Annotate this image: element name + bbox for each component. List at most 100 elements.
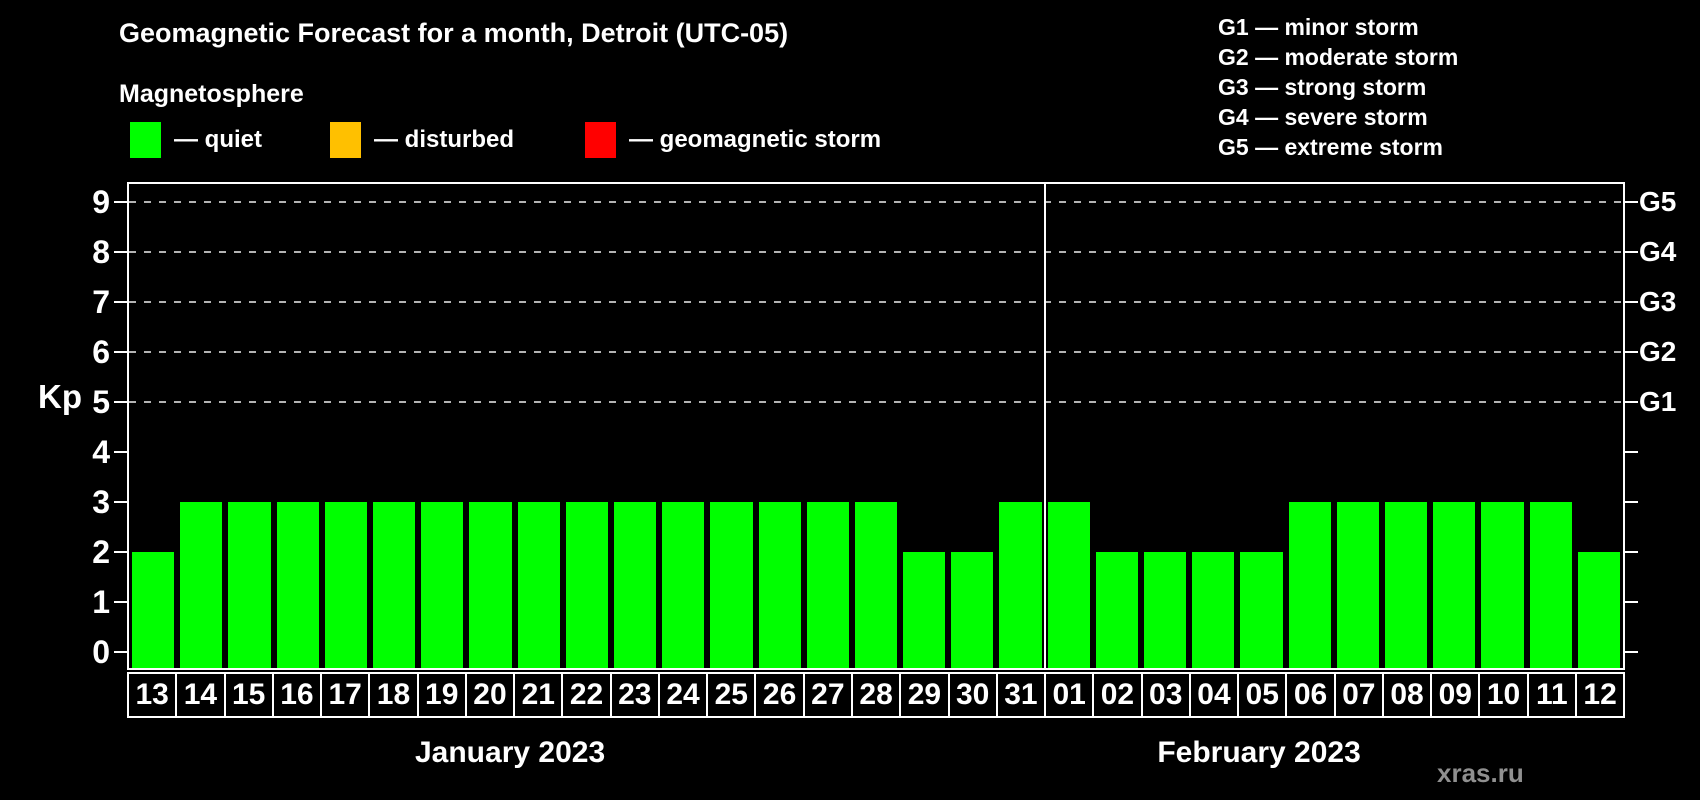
kp-bar-day-28 [854,502,898,668]
gridline-kp8 [129,251,1623,253]
kp-bar-day-18 [372,502,416,668]
day-label-27: 27 [802,672,853,718]
kp-bar-day-22 [565,502,608,668]
legend-item-quiet: — quiet [130,122,262,158]
day-label-07: 07 [1333,672,1384,718]
magnetosphere-heading: Magnetosphere [119,80,304,108]
quiet-color-swatch [130,122,161,158]
y-tick-label-0: 0 [92,634,110,670]
day-label-24: 24 [657,672,709,718]
day-label-21: 21 [513,672,564,718]
right-tick-kp1 [1625,601,1638,603]
legend-label-storm: — geomagnetic storm [629,126,882,153]
kp-bar-day-19 [421,502,464,668]
day-label-13: 13 [127,672,178,718]
right-tick-kp8 [1625,251,1638,253]
month-label-january: January 2023 [414,736,606,769]
kp-bar-day-07 [1336,502,1380,668]
day-label-22: 22 [561,672,612,718]
legend-label-quiet: — quiet [174,126,262,153]
x-axis-day-labels: 13 14 15 16 17 18 19 20 21 22 23 24 25 26 27 28 29 30 31 01… [127,672,1626,718]
left-tick-kp5 [114,401,127,403]
day-label-30: 30 [947,672,998,718]
left-tick-kp8 [114,251,127,253]
day-label-15: 15 [223,672,274,718]
kp-bar-day-10 [1481,502,1524,668]
kp-bar-day-16 [276,502,319,668]
day-label-09: 09 [1430,672,1481,718]
kp-bar-day-09 [1433,502,1476,668]
day-label-05: 05 [1237,672,1288,718]
kp-bar-day-02 [1095,552,1139,668]
kp-bar-day-03 [1144,552,1187,668]
y-tick-label-4: 4 [92,434,110,470]
kp-bar-day-13 [132,552,175,668]
legend-item-disturbed: — disturbed [330,122,514,158]
g4-legend-line: G4 — severe storm [1218,104,1428,130]
left-tick-kp0 [114,651,127,653]
watermark: xras.ru [1437,758,1524,788]
day-label-23: 23 [609,672,660,718]
day-label-20: 20 [464,672,516,718]
day-label-31: 31 [995,672,1047,718]
kp-bar-day-05 [1240,552,1283,668]
left-tick-kp9 [114,201,127,203]
kp-bar-day-29 [903,552,946,668]
day-label-18: 18 [368,672,419,718]
legend-label-disturbed: — disturbed [374,126,515,153]
left-tick-kp7 [114,301,127,303]
day-label-19: 19 [416,672,467,718]
right-axis-label-g5: G5 [1639,186,1677,217]
right-tick-kp5 [1625,401,1638,403]
day-label-11: 11 [1526,672,1577,718]
day-label-14: 14 [175,672,226,718]
kp-bar-day-20 [469,502,512,668]
month-separator [1043,184,1046,668]
day-label-17: 17 [320,672,371,718]
chart-plot-area [114,182,1638,670]
g3-legend-line: G3 — strong storm [1218,74,1427,100]
g1-legend-line: G1 — minor storm [1218,14,1419,40]
legend-item-storm: — geomagnetic storm [585,122,881,158]
kp-bar-day-27 [806,502,849,668]
day-label-16: 16 [271,672,323,718]
kp-bar-day-04 [1192,552,1235,668]
day-label-10: 10 [1478,672,1529,718]
y-tick-label-6: 6 [92,334,110,370]
kp-bar-day-12 [1577,552,1620,668]
right-tick-kp0 [1625,651,1638,653]
right-axis-label-g3: G3 [1639,286,1677,317]
day-label-29: 29 [899,672,950,718]
y-tick-label-8: 8 [92,234,110,270]
page-title: Geomagnetic Forecast for a month, Detroi… [119,18,789,48]
day-label-02: 02 [1092,672,1143,718]
right-tick-kp7 [1625,301,1638,303]
day-label-03: 03 [1140,672,1191,718]
kp-bar-day-15 [228,502,271,668]
kp-bar-day-21 [517,502,560,668]
right-tick-kp6 [1625,351,1638,353]
kp-bar-day-26 [758,502,801,668]
day-label-12: 12 [1574,672,1626,718]
day-label-28: 28 [850,672,902,718]
g2-legend-line: G2 — moderate storm [1218,44,1459,70]
day-label-08: 08 [1381,672,1433,718]
right-tick-kp9 [1625,201,1638,203]
kp-bar-day-31 [999,502,1042,668]
kp-bar-day-17 [324,502,367,668]
gridline-kp5 [129,401,1623,403]
left-tick-kp2 [114,551,127,553]
y-tick-label-7: 7 [92,284,110,320]
day-label-06: 06 [1285,672,1336,718]
kp-bar-day-11 [1529,502,1572,668]
y-tick-label-2: 2 [92,534,110,570]
right-tick-kp4 [1625,451,1638,453]
day-label-26: 26 [754,672,805,718]
gridline-kp6 [129,351,1623,353]
day-label-25: 25 [706,672,757,718]
g-scale-legend: G1 — minor storm G2 — moderate storm G3 … [1218,12,1458,162]
right-tick-kp2 [1625,551,1638,553]
kp-bar-day-25 [710,502,753,668]
kp-bar-day-06 [1288,502,1331,668]
